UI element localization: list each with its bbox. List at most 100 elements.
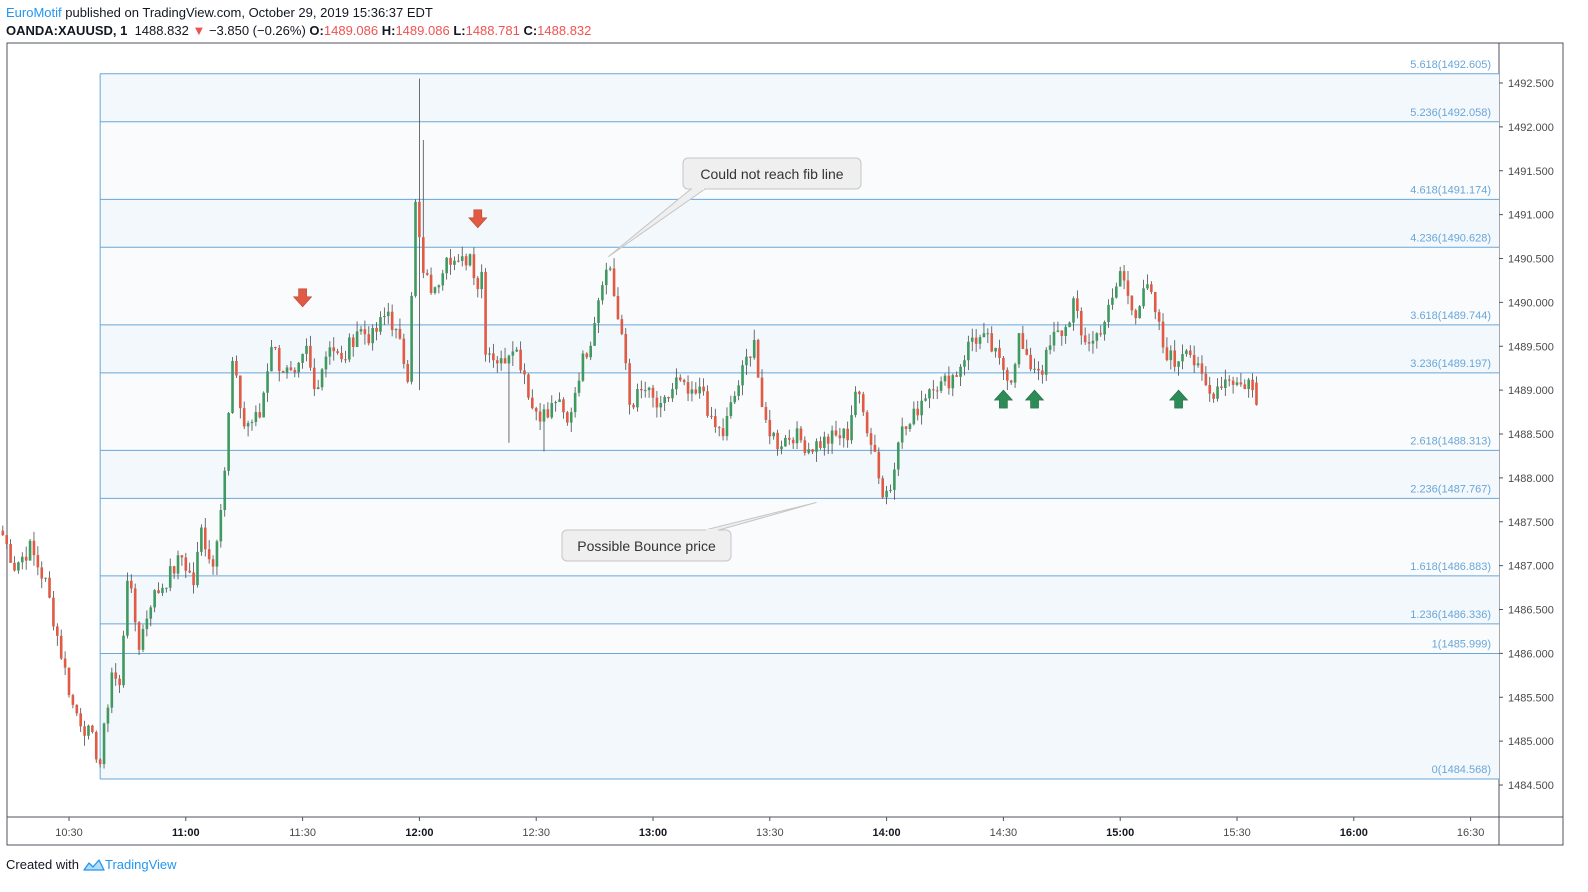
candle-up (967, 341, 970, 361)
time-axis[interactable]: 10:30 11:00 11:30 12:00 12:30 13:00 13:30 14:00… (55, 817, 1484, 839)
candle-up (978, 337, 982, 344)
y-tick-label: 1491.000 (1508, 210, 1554, 222)
candle-up (807, 449, 811, 453)
candle-down (172, 566, 176, 574)
candle-up (460, 256, 464, 261)
fib-level-label: 1.236(1486.336) (1410, 609, 1491, 621)
author-name[interactable]: EuroMotif (6, 5, 62, 20)
candle-down (1076, 298, 1079, 312)
candle-up (126, 580, 129, 636)
y-tick-label: 1488.500 (1508, 429, 1554, 441)
fib-level-label: 3.618(1489.744) (1410, 310, 1491, 322)
tradingview-brand[interactable]: TradingView (104, 857, 177, 872)
candle-down (811, 449, 814, 452)
candle-down (180, 555, 184, 558)
candle-up (1052, 331, 1056, 346)
candle-down (239, 375, 242, 409)
published-text: published on TradingView.com, October 29… (61, 5, 433, 20)
candle-up (1247, 379, 1250, 390)
candle-up (437, 285, 441, 288)
callout-annotation[interactable]: Could not reach fib line (607, 157, 862, 258)
x-tick-label: 13:00 (639, 827, 667, 839)
candle-up (920, 400, 923, 416)
candle-down (834, 430, 838, 436)
candle-up (297, 362, 301, 373)
candle-down (289, 367, 293, 371)
candle-up (830, 430, 834, 444)
y-tick-label: 1490.500 (1508, 254, 1554, 266)
y-tick-label: 1485.500 (1508, 692, 1554, 704)
candle-up (410, 295, 413, 382)
candle-up (752, 340, 756, 358)
price-axis[interactable]: 1484.500 1485.000 1485.500 1486.000 1486.500… (1499, 78, 1554, 792)
symbol-name: OANDA:XAUUSD, 1 (6, 23, 128, 38)
sell-arrow-icon[interactable] (468, 209, 488, 229)
buy-arrow-icon[interactable] (993, 389, 1014, 409)
candle-up (320, 369, 324, 388)
candle-up (671, 389, 674, 399)
candle-down (336, 351, 339, 353)
fib-band (100, 199, 1499, 248)
sell-arrow-icon[interactable] (292, 288, 313, 308)
candle-down (464, 256, 468, 266)
x-tick-label: 11:30 (289, 827, 316, 839)
plot-area[interactable]: 5.618(1492.605) 5.236(1492.058) 4.618(1491… (1, 59, 1499, 780)
candle-down (791, 439, 795, 444)
buy-arrow-icon[interactable] (1168, 389, 1189, 409)
fib-level-label: 0(1484.568) (1432, 764, 1491, 776)
candle-down (916, 408, 920, 416)
candle-down (1208, 384, 1212, 394)
candle-down (678, 377, 682, 381)
x-tick-label: 13:30 (756, 827, 784, 839)
candle-down (472, 254, 476, 279)
candle-down (351, 337, 355, 347)
fib-level-label: 2.236(1487.767) (1410, 483, 1491, 495)
candle-down (1200, 363, 1204, 374)
callout-annotation[interactable]: Possible Bounce price (561, 501, 817, 562)
candle-up (196, 551, 199, 586)
candle-down (83, 726, 86, 736)
candle-up (165, 587, 168, 589)
candle-down (523, 370, 526, 375)
candle-up (577, 380, 581, 393)
candle-up (106, 707, 110, 724)
candle-up (441, 273, 445, 286)
candle-down (495, 360, 499, 364)
candle-down (344, 359, 347, 361)
candle-up (141, 629, 145, 650)
candle-down (367, 334, 371, 344)
candle-up (379, 317, 382, 332)
candle-up (168, 566, 172, 588)
candle-down (137, 622, 141, 650)
candle-down (1122, 271, 1126, 281)
candle-down (1212, 393, 1215, 399)
candle-down (340, 352, 343, 360)
publish-info: EuroMotif published on TradingView.com, … (6, 4, 433, 21)
buy-arrow-icon[interactable] (1024, 389, 1045, 409)
candle-up (468, 254, 472, 266)
candle-down (632, 404, 635, 408)
candle-up (1181, 354, 1184, 362)
candle-up (348, 337, 351, 360)
candle-up (733, 395, 737, 403)
callout-text: Possible Bounce price (577, 538, 716, 554)
candle-up (542, 409, 546, 422)
candle-up (900, 426, 904, 443)
candle-up (507, 355, 511, 364)
y-tick-label: 1486.000 (1508, 648, 1554, 660)
candle-down (1009, 380, 1013, 383)
candle-down (519, 349, 522, 371)
candle-up (780, 446, 783, 450)
candle-up (453, 260, 456, 265)
candle-up (943, 375, 947, 382)
candle-up (581, 353, 585, 381)
candle-up (515, 349, 519, 352)
candle-down (449, 257, 452, 265)
y-tick-label: 1492.500 (1508, 78, 1554, 90)
candle-down (904, 426, 908, 429)
candle-down (990, 333, 994, 352)
candle-down (5, 535, 9, 544)
candle-down (457, 260, 460, 262)
candle-down (628, 363, 631, 405)
